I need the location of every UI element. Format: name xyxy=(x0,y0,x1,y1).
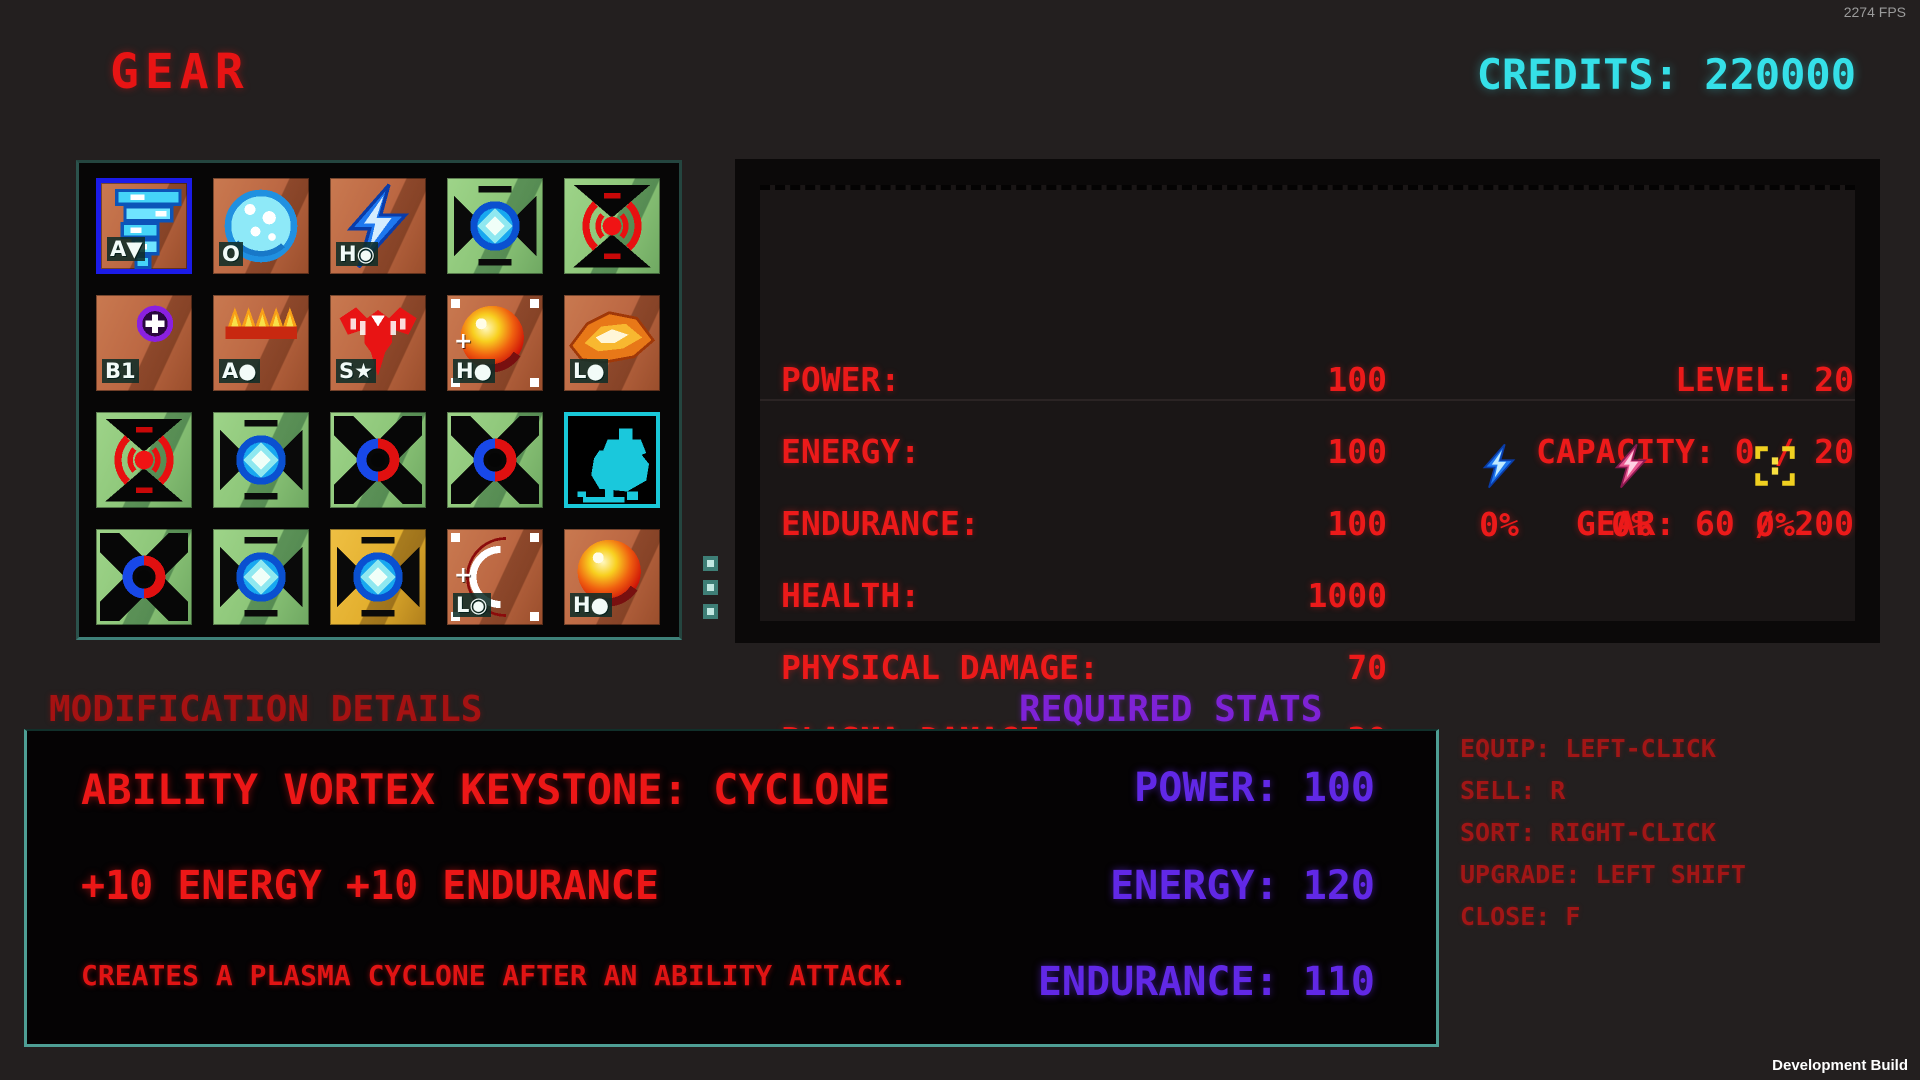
gear-load-display: GEAR: 60 / 200 xyxy=(1575,504,1854,543)
plasma-resist-icon xyxy=(1608,443,1654,489)
fps-counter: 2274 FPS xyxy=(1843,4,1906,20)
help-close: CLOSE: F xyxy=(1460,902,1581,931)
energy-label: ENERGY: xyxy=(781,432,921,471)
help-equip: EQUIP: LEFT-CLICK xyxy=(1460,734,1716,763)
inventory-grid: A▼ O H◉ B1 A● S★ H● L● L◉ H● xyxy=(96,178,679,625)
health-label: HEALTH: xyxy=(781,576,921,615)
slot-type-badge: H◉ xyxy=(336,242,378,266)
modification-bonus: +10 ENERGY +10 ENDURANCE xyxy=(81,863,659,909)
required-power: POWER: 100 xyxy=(1134,765,1375,811)
crit-resist-percent: 0% xyxy=(1755,505,1795,544)
inventory-slot-18[interactable] xyxy=(330,529,426,625)
cross-ring-icon xyxy=(334,416,422,504)
stats-panel: POWER: 100 ENERGY: 100 ENDURANCE: 100 LE… xyxy=(735,159,1880,759)
inventory-slot-5[interactable] xyxy=(564,178,660,274)
inventory-slot-16[interactable] xyxy=(96,529,192,625)
modification-description: CREATES A PLASMA CYCLONE AFTER AN ABILIT… xyxy=(81,959,908,992)
help-sell: SELL: R xyxy=(1460,776,1566,805)
inventory-slot-12[interactable] xyxy=(213,412,309,508)
winged-orb-icon xyxy=(217,416,305,504)
rat-icon xyxy=(572,420,660,508)
inventory-slot-15[interactable] xyxy=(564,412,660,508)
required-endurance: ENDURANCE: 110 xyxy=(1037,959,1375,1005)
inventory-slot-19[interactable]: L◉ xyxy=(447,529,543,625)
inventory-slot-2[interactable]: O xyxy=(213,178,309,274)
cross-ring-icon xyxy=(451,416,539,504)
inventory-slot-9[interactable]: H● xyxy=(447,295,543,391)
level-display: LEVEL: 20 xyxy=(1675,360,1854,399)
grid-scroll-indicator[interactable] xyxy=(703,556,718,628)
physical-resist-icon xyxy=(1476,443,1522,489)
slot-type-badge: L● xyxy=(570,359,608,383)
inventory-slot-10[interactable]: L● xyxy=(564,295,660,391)
inventory-slot-13[interactable] xyxy=(330,412,426,508)
inventory-slot-8[interactable]: S★ xyxy=(330,295,426,391)
winged-orb-icon xyxy=(334,533,422,621)
slot-type-badge: B1 xyxy=(102,359,139,383)
scroll-dot[interactable] xyxy=(703,604,718,619)
slot-type-badge: O xyxy=(219,242,243,266)
scroll-dot[interactable] xyxy=(703,556,718,571)
help-sort: SORT: RIGHT-CLICK xyxy=(1460,818,1716,847)
inventory-panel: A▼ O H◉ B1 A● S★ H● L● L◉ H● xyxy=(76,160,682,640)
winged-orb-icon xyxy=(451,182,539,270)
modification-details-header: MODIFICATION DETAILS xyxy=(49,689,483,730)
credits-display: CREDITS: 220000 xyxy=(1476,50,1856,99)
winged-orb-icon xyxy=(217,533,305,621)
slot-type-badge: H● xyxy=(453,359,495,383)
endurance-value: 100 xyxy=(1327,504,1387,543)
stats-divider xyxy=(760,399,1855,401)
stats-inner-frame xyxy=(760,185,1855,621)
power-label: POWER: xyxy=(781,360,901,399)
inventory-slot-7[interactable]: A● xyxy=(213,295,309,391)
development-build-label: Development Build xyxy=(1772,1057,1908,1074)
scroll-dot[interactable] xyxy=(703,580,718,595)
inventory-slot-20[interactable]: H● xyxy=(564,529,660,625)
slot-type-badge: H● xyxy=(570,593,612,617)
modification-details-panel: ABILITY VORTEX KEYSTONE: CYCLONE +10 ENE… xyxy=(24,729,1439,1047)
power-value: 100 xyxy=(1327,360,1387,399)
inventory-slot-1[interactable]: A▼ xyxy=(96,178,192,274)
endurance-label: ENDURANCE: xyxy=(781,504,980,543)
inventory-slot-14[interactable] xyxy=(447,412,543,508)
modification-name: ABILITY VORTEX KEYSTONE: CYCLONE xyxy=(81,765,891,814)
required-energy: ENERGY: 120 xyxy=(1110,863,1375,909)
slot-type-badge: A▼ xyxy=(107,237,146,261)
physical-resist-percent: 0% xyxy=(1479,505,1519,544)
plasma-resist-percent: 0% xyxy=(1611,505,1651,544)
inventory-slot-3[interactable]: H◉ xyxy=(330,178,426,274)
keybind-help: EQUIP: LEFT-CLICK SELL: R SORT: RIGHT-CL… xyxy=(1460,728,1746,938)
crit-target-icon xyxy=(1752,443,1798,489)
capacity-display: CAPACITY: 0 / 20 xyxy=(1536,432,1854,471)
physical-damage-label: PHYSICAL DAMAGE: xyxy=(781,648,1099,687)
required-stats-header: REQUIRED STATS xyxy=(1019,689,1323,730)
health-value: 1000 xyxy=(1307,576,1387,615)
slot-type-badge: S★ xyxy=(336,359,376,383)
cross-ring-icon xyxy=(100,533,188,621)
inventory-slot-6[interactable]: B1 xyxy=(96,295,192,391)
energy-value: 100 xyxy=(1327,432,1387,471)
slot-type-badge: L◉ xyxy=(453,593,491,617)
inventory-slot-4[interactable] xyxy=(447,178,543,274)
physical-damage-value: 70 xyxy=(1347,648,1387,687)
radiant-target-icon xyxy=(568,182,656,270)
radiant-target-icon xyxy=(100,416,188,504)
inventory-slot-17[interactable] xyxy=(213,529,309,625)
help-upgrade: UPGRADE: LEFT SHIFT xyxy=(1460,860,1746,889)
inventory-slot-11[interactable] xyxy=(96,412,192,508)
page-title: GEAR xyxy=(110,44,250,100)
slot-type-badge: A● xyxy=(219,359,260,383)
